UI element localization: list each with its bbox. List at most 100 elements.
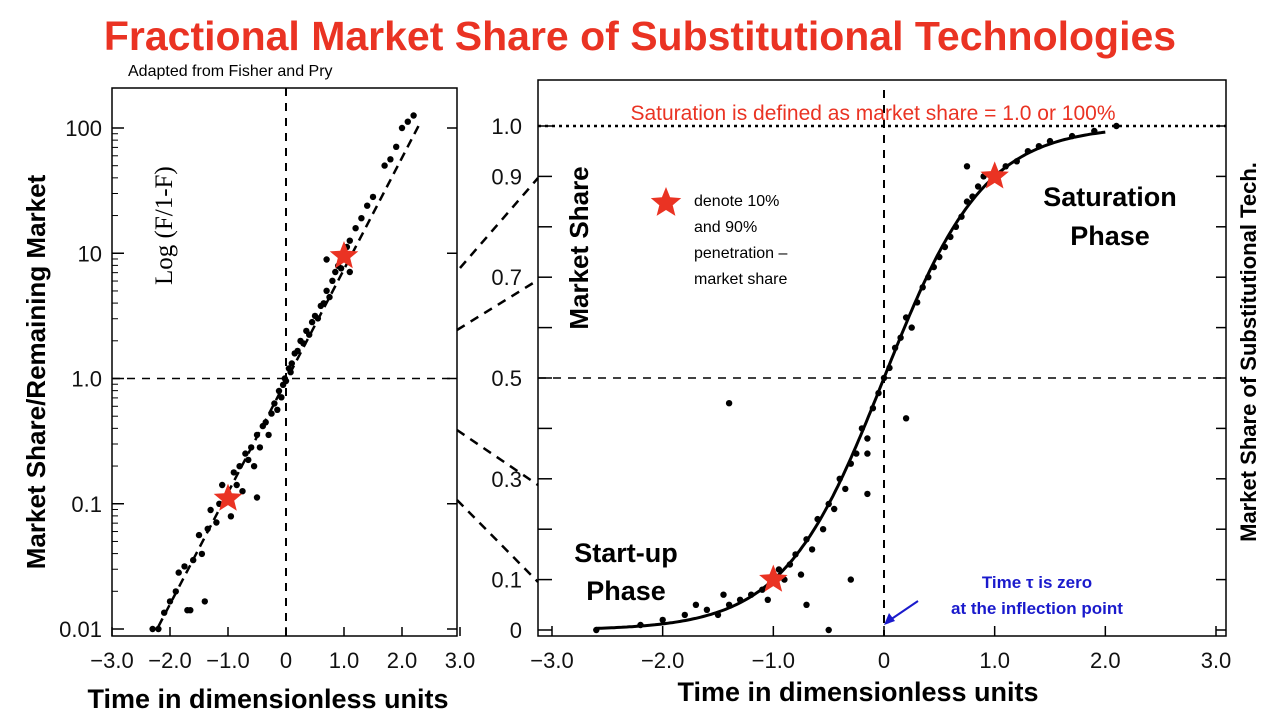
left-data-point bbox=[201, 598, 208, 605]
left-data-point bbox=[175, 569, 182, 576]
right-x-tick-label: 3.0 bbox=[1201, 648, 1232, 673]
right-data-point bbox=[808, 546, 816, 553]
left-data-point bbox=[329, 277, 336, 284]
left-data-point bbox=[253, 494, 261, 501]
left-data-point bbox=[239, 488, 246, 495]
right-x-tick-label: 1.0 bbox=[979, 648, 1010, 673]
left-data-point bbox=[227, 513, 235, 520]
log-formula-label: Log (F/1-F) bbox=[151, 166, 178, 285]
left-x-tick-label: −3.0 bbox=[90, 648, 133, 673]
star-legend: denote 10% and 90% penetration – market … bbox=[650, 187, 788, 288]
left-data-point bbox=[161, 609, 168, 616]
left-data-point bbox=[404, 118, 411, 125]
left-y-tick-label: 0.01 bbox=[59, 617, 102, 642]
legend-star-icon bbox=[650, 187, 682, 216]
left-data-point bbox=[320, 300, 327, 307]
left-data-point bbox=[268, 410, 275, 417]
left-data-point bbox=[187, 607, 194, 614]
left-data-point bbox=[346, 268, 353, 276]
left-x-ticks: −3.0 −2.0 −1.0 0 1.0 2.0 3.0 bbox=[90, 627, 475, 673]
left-data-point bbox=[381, 162, 388, 169]
subtitle: Adapted from Fisher and Pry bbox=[128, 63, 333, 80]
left-data-point bbox=[274, 406, 281, 413]
right-data-point bbox=[902, 415, 910, 422]
left-data-point bbox=[410, 112, 417, 119]
right-y-tick-label: 0 bbox=[510, 618, 522, 643]
connector-line-top bbox=[459, 177, 539, 269]
left-data-points bbox=[149, 112, 417, 633]
inflection-note-line-2: at the inflection point bbox=[951, 599, 1123, 618]
right-x-tick-label: −3.0 bbox=[530, 648, 573, 673]
left-data-point bbox=[242, 450, 249, 457]
right-y-tick-label: 0.3 bbox=[491, 467, 522, 492]
right-data-point bbox=[659, 616, 666, 624]
right-data-point bbox=[703, 606, 711, 613]
right-x-axis-title: Time in dimensionless units bbox=[677, 677, 1038, 707]
left-data-point bbox=[387, 156, 394, 163]
left-data-point bbox=[219, 481, 226, 489]
left-y-ticks: 0.01 0.1 1.0 10 100 bbox=[59, 116, 457, 642]
left-data-point bbox=[393, 143, 400, 150]
left-data-point bbox=[198, 550, 206, 558]
right-outer-y-axis-title: Market Share of Substitutional Tech. bbox=[1236, 162, 1261, 542]
left-y-axis-title: Market Share/Remaining Market bbox=[21, 174, 51, 569]
left-regression-line bbox=[157, 123, 421, 628]
right-chart: 0 0.1 0.3 0.5 0.7 0.9 1.0 −3.0 −2.0 −1.0 0 1.0 2.0 3… bbox=[491, 79, 1261, 707]
right-plot-frame bbox=[537, 79, 1227, 637]
left-data-point bbox=[248, 444, 255, 451]
left-data-point bbox=[253, 431, 261, 439]
right-data-point bbox=[831, 505, 838, 513]
inflection-note-line-1: Time τ is zero bbox=[982, 573, 1092, 592]
right-data-point bbox=[864, 435, 871, 442]
right-data-point bbox=[963, 163, 971, 170]
right-data-point bbox=[825, 626, 832, 634]
inflection-arrow-shaft bbox=[889, 600, 919, 621]
right-stars bbox=[759, 161, 1009, 592]
left-data-point bbox=[250, 463, 258, 470]
left-y-tick-label: 10 bbox=[78, 241, 102, 266]
right-data-point bbox=[908, 324, 915, 331]
legend-line-3: penetration – bbox=[694, 245, 788, 262]
left-data-point bbox=[155, 625, 162, 633]
legend-line-1: denote 10% bbox=[694, 193, 779, 210]
left-star-marker bbox=[213, 483, 243, 511]
right-data-point bbox=[720, 591, 727, 598]
left-data-point bbox=[346, 237, 353, 244]
right-data-point bbox=[1113, 122, 1120, 130]
left-data-point bbox=[181, 563, 188, 570]
left-x-tick-label: 0 bbox=[280, 648, 292, 673]
left-y-tick-label: 0.1 bbox=[71, 492, 102, 517]
left-chart: 0.01 0.1 1.0 10 100 −3.0 −2.0 −1.0 0 1.0 2.0 3.0 L… bbox=[21, 87, 475, 714]
left-data-point bbox=[256, 444, 264, 451]
right-star-marker bbox=[759, 564, 788, 592]
connector-lines bbox=[456, 177, 539, 583]
left-data-point bbox=[271, 400, 278, 407]
right-data-point bbox=[819, 526, 827, 533]
right-data-point bbox=[681, 611, 688, 619]
saturation-phase-label-1: Saturation bbox=[1043, 182, 1177, 212]
left-data-point bbox=[236, 463, 243, 470]
left-data-point bbox=[149, 625, 156, 633]
right-s-curve bbox=[596, 130, 1106, 630]
left-plot-frame bbox=[111, 87, 458, 637]
left-data-point bbox=[323, 256, 330, 263]
right-star-marker bbox=[980, 161, 1009, 189]
left-x-tick-label: 3.0 bbox=[445, 648, 476, 673]
left-data-point bbox=[308, 318, 316, 326]
right-data-point bbox=[725, 400, 733, 407]
left-data-point bbox=[332, 268, 339, 276]
right-y-tick-label: 0.1 bbox=[491, 568, 522, 593]
startup-phase-label-2: Phase bbox=[586, 576, 666, 606]
right-data-point bbox=[864, 450, 871, 457]
right-data-point bbox=[847, 576, 854, 583]
left-data-point bbox=[288, 360, 295, 367]
right-data-point bbox=[692, 601, 700, 608]
left-data-point bbox=[230, 469, 237, 476]
left-data-point bbox=[300, 340, 307, 347]
left-fit-line bbox=[157, 123, 421, 628]
left-x-tick-label: 1.0 bbox=[329, 648, 360, 673]
right-logistic-curve bbox=[596, 130, 1106, 630]
left-data-point bbox=[282, 377, 290, 385]
left-x-tick-label: 2.0 bbox=[387, 648, 418, 673]
